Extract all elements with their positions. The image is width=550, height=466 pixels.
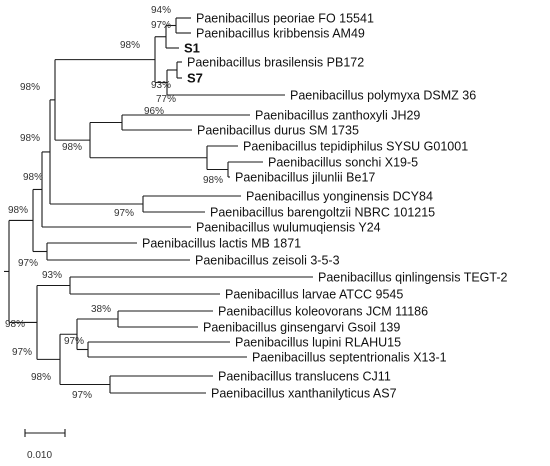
bootstrap-value-upper-large: 98% xyxy=(20,133,40,144)
leaf-label-zeisoli: Paenibacillus zeisoli 3-5-3 xyxy=(195,254,340,268)
bootstrap-value-peoriae-kribbensis: 94% xyxy=(151,5,171,16)
tree-branches xyxy=(4,17,313,394)
bootstrap-value-lactis-zeisoli: 97% xyxy=(18,258,38,269)
leaf-label-sonchi: Paenibacillus sonchi X19-5 xyxy=(268,156,418,170)
leaf-label-larvae: Paenibacillus larvae ATCC 9545 xyxy=(225,288,403,302)
bootstrap-value-lower-inner: 97% xyxy=(12,347,32,358)
leaf-label-wulumuqiensis: Paenibacillus wulumuqiensis Y24 xyxy=(196,221,381,235)
scale-bar-line xyxy=(24,429,66,437)
leaf-label-lupini: Paenibacillus lupini RLAHU15 xyxy=(235,336,401,350)
bootstrap-value-lupini-septentrionalis: 97% xyxy=(64,336,84,347)
bootstrap-value-brasilensis-s7: 93% xyxy=(151,80,171,91)
bootstrap-value-koleovorans-ginsengarvi: 38% xyxy=(91,304,111,315)
leaf-label-ginsengarvi: Paenibacillus ginsengarvi Gsoil 139 xyxy=(203,321,400,335)
leaf-label-durus: Paenibacillus durus SM 1735 xyxy=(197,124,359,138)
leaf-labels: Paenibacillus peoriae FO 15541Paenibacil… xyxy=(142,12,508,401)
bootstrap-labels: 94% 97% 98% 93% 77% 98% 96% 98% 98% 98% 97% 98% 98% 9… xyxy=(5,5,223,401)
bootstrap-value-group-a: 98% xyxy=(120,40,140,51)
leaf-label-lactis: Paenibacillus lactis MB 1871 xyxy=(142,237,301,251)
bootstrap-value-lower-root: 98% xyxy=(5,319,25,330)
leaf-label-zanthoxyli: Paenibacillus zanthoxyli JH29 xyxy=(255,109,420,123)
leaf-label-septentrionalis: Paenibacillus septentrionalis X13-1 xyxy=(252,351,447,365)
bootstrap-value-qinlingensis-larvae: 93% xyxy=(42,270,62,281)
bootstrap-value-yonginensis-barengoltzii: 97% xyxy=(114,208,134,219)
leaf-label-s7: S7 xyxy=(187,71,203,86)
leaf-label-peoriae: Paenibacillus peoriae FO 15541 xyxy=(196,12,374,26)
leaf-label-brasilensis: Paenibacillus brasilensis PB172 xyxy=(187,56,364,70)
leaf-label-xanthanilyticus: Paenibacillus xanthanilyticus AS7 xyxy=(211,387,397,401)
bootstrap-value-translucens-xanthanilyticus: 97% xyxy=(72,390,92,401)
leaf-label-jilunlii: Paenibacillus jilunlii Be17 xyxy=(235,171,375,185)
leaf-label-kribbensis: Paenibacillus kribbensis AM49 xyxy=(196,27,365,41)
leaf-label-polymyxa: Paenibacillus polymyxa DSMZ 36 xyxy=(290,89,476,103)
leaf-label-yonginensis: Paenibacillus yonginensis DCY84 xyxy=(246,190,433,204)
bootstrap-value-tepidiphilus-group: 98% xyxy=(62,142,82,153)
leaf-label-tepidiphilus: Paenibacillus tepidiphilus SYSU G01001 xyxy=(243,140,468,154)
leaf-label-koleovorans: Paenibacillus koleovorans JCM 11186 xyxy=(218,305,428,319)
bootstrap-value-with-polymyxa: 77% xyxy=(156,94,176,105)
scale-bar: 0.010 xyxy=(24,429,66,461)
bootstrap-value-sonchi-jilunlii: 98% xyxy=(203,175,223,186)
bootstrap-value-with-s1: 97% xyxy=(151,20,171,31)
bootstrap-value-with-wulumuqiensis: 98% xyxy=(23,172,43,183)
leaf-label-qinlingensis: Paenibacillus qinlingensis TEGT-2 xyxy=(318,271,508,285)
scale-bar-label: 0.010 xyxy=(27,450,52,461)
bootstrap-value-zanthoxyli-durus: 96% xyxy=(144,106,164,117)
bootstrap-value-upper-root: 98% xyxy=(8,205,28,216)
bootstrap-value-lower-bottom: 98% xyxy=(31,372,51,383)
leaf-label-s1: S1 xyxy=(184,41,200,56)
leaf-label-barengoltzii: Paenibacillus barengoltzii NBRC 101215 xyxy=(210,206,435,220)
bootstrap-value-polymyxa-group: 98% xyxy=(20,82,40,93)
leaf-label-translucens: Paenibacillus translucens CJ11 xyxy=(218,370,391,384)
